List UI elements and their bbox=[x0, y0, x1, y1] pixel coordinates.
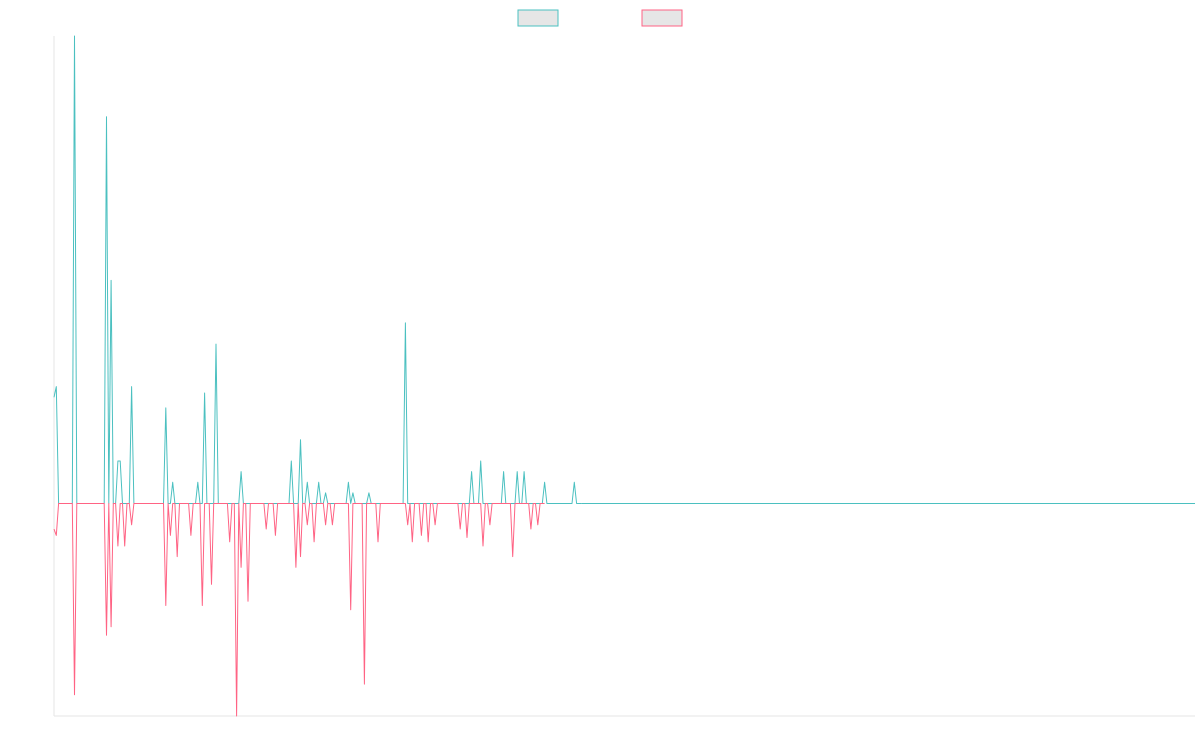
legend bbox=[517, 9, 683, 27]
axes bbox=[53, 36, 1195, 717]
legend-swatch-1 bbox=[517, 9, 559, 27]
series-line-1 bbox=[53, 35, 582, 504]
legend-swatch-2 bbox=[641, 9, 683, 27]
series-line-2 bbox=[53, 503, 545, 717]
series-layer bbox=[53, 35, 1195, 717]
